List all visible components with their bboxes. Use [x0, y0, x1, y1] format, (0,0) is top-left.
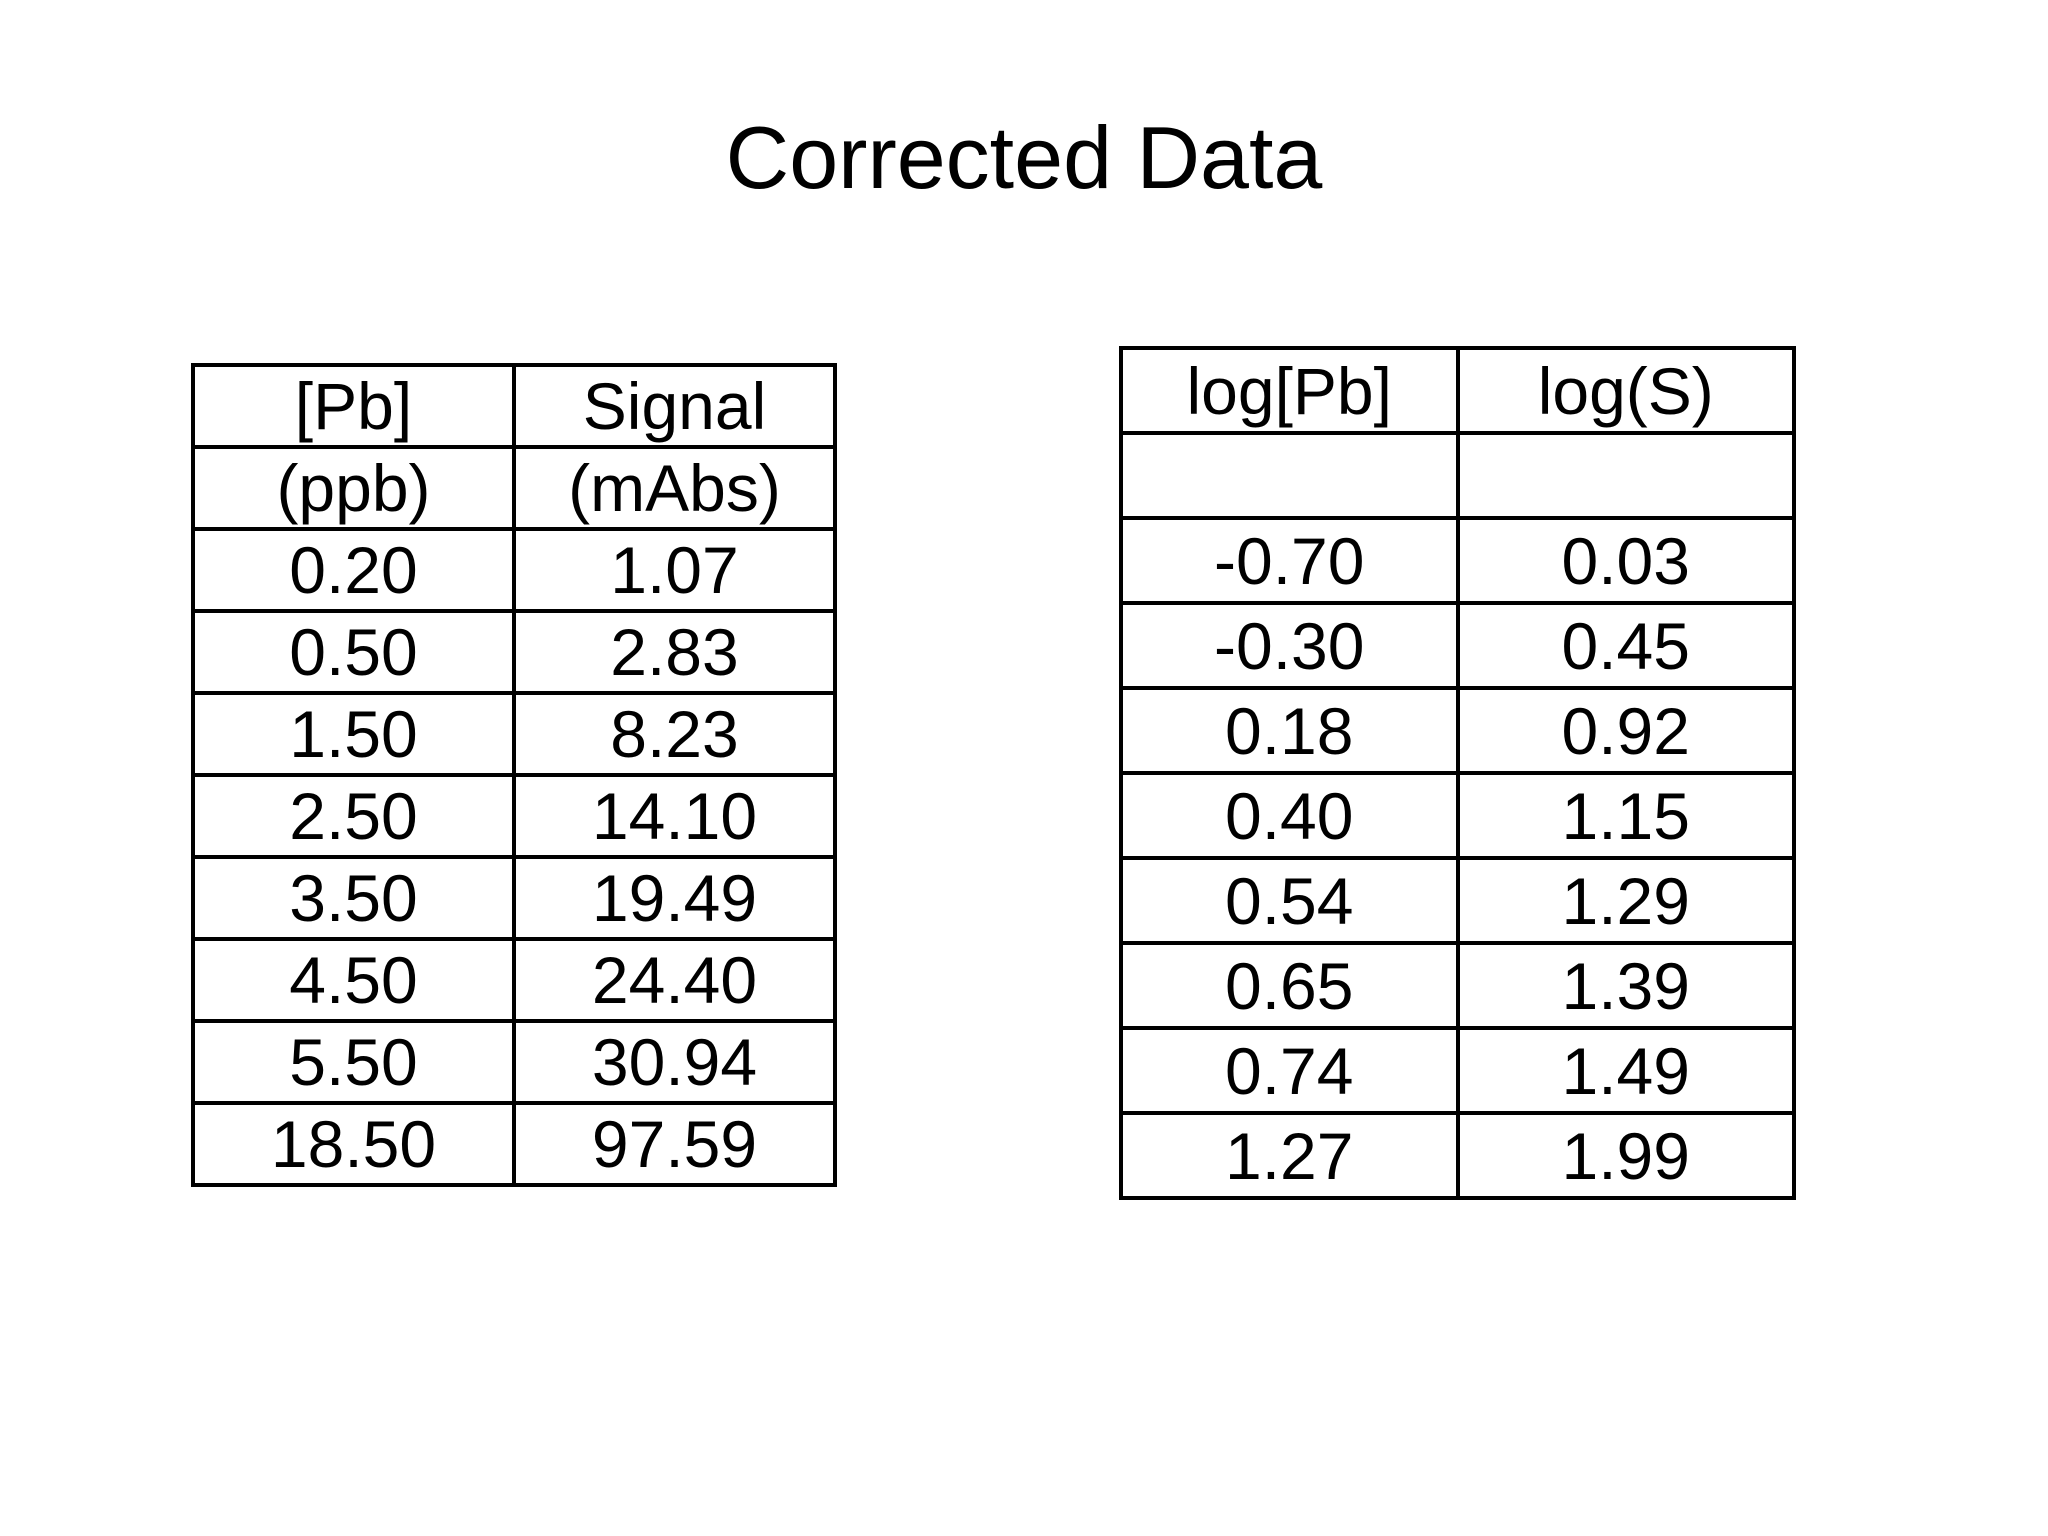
table-cell: 1.07 — [512, 527, 837, 613]
table-row: 3.50 19.49 — [191, 855, 837, 941]
table-row: 0.40 1.15 — [1119, 771, 1796, 860]
table-row: 5.50 30.94 — [191, 1019, 837, 1105]
table-cell: 0.45 — [1455, 601, 1796, 690]
page-title: Corrected Data — [725, 108, 1323, 207]
table-row: 2.50 14.10 — [191, 773, 837, 859]
table-cell: -0.70 — [1119, 516, 1460, 605]
table-cell: 0.03 — [1455, 516, 1796, 605]
header-cell: [Pb] — [191, 363, 516, 449]
log-table: log[Pb] log(S) -0.70 0.03 -0.30 0.45 0.1… — [1119, 346, 1796, 1200]
table-cell: 0.54 — [1119, 856, 1460, 945]
header-cell: log(S) — [1455, 346, 1796, 435]
table-cell: 1.29 — [1455, 856, 1796, 945]
table-cell: 0.20 — [191, 527, 516, 613]
header-cell-empty — [1455, 431, 1796, 520]
table-row: 0.65 1.39 — [1119, 941, 1796, 1030]
table-cell: 0.18 — [1119, 686, 1460, 775]
table-cell: 0.40 — [1119, 771, 1460, 860]
concentration-signal-table: [Pb] Signal (ppb) (mAbs) 0.20 1.07 0.50 … — [191, 363, 837, 1187]
header-cell: (mAbs) — [512, 445, 837, 531]
table-header-row: log[Pb] log(S) — [1119, 346, 1796, 435]
table-row: 0.50 2.83 — [191, 609, 837, 695]
table-cell: 0.65 — [1119, 941, 1460, 1030]
table-row: 0.20 1.07 — [191, 527, 837, 613]
table-cell: 1.39 — [1455, 941, 1796, 1030]
header-cell: (ppb) — [191, 445, 516, 531]
table-cell: 1.15 — [1455, 771, 1796, 860]
table-cell: 0.92 — [1455, 686, 1796, 775]
table-header-row: [Pb] Signal — [191, 363, 837, 449]
header-cell: log[Pb] — [1119, 346, 1460, 435]
table-header-row — [1119, 431, 1796, 520]
header-cell-empty — [1119, 431, 1460, 520]
table-cell: 1.27 — [1119, 1111, 1460, 1200]
table-cell: 30.94 — [512, 1019, 837, 1105]
table-cell: 1.49 — [1455, 1026, 1796, 1115]
table-cell: 3.50 — [191, 855, 516, 941]
header-cell: Signal — [512, 363, 837, 449]
table-cell: 1.50 — [191, 691, 516, 777]
table-cell: 19.49 — [512, 855, 837, 941]
table-row: -0.30 0.45 — [1119, 601, 1796, 690]
table-row: -0.70 0.03 — [1119, 516, 1796, 605]
table-row: 0.18 0.92 — [1119, 686, 1796, 775]
table-cell: 97.59 — [512, 1101, 837, 1187]
table-cell: 8.23 — [512, 691, 837, 777]
table-cell: 0.50 — [191, 609, 516, 695]
table-cell: 1.99 — [1455, 1111, 1796, 1200]
table-cell: 18.50 — [191, 1101, 516, 1187]
table-row: 4.50 24.40 — [191, 937, 837, 1023]
table-cell: -0.30 — [1119, 601, 1460, 690]
table-header-row: (ppb) (mAbs) — [191, 445, 837, 531]
table-cell: 24.40 — [512, 937, 837, 1023]
table-row: 0.54 1.29 — [1119, 856, 1796, 945]
table-row: 1.50 8.23 — [191, 691, 837, 777]
table-cell: 5.50 — [191, 1019, 516, 1105]
table-cell: 0.74 — [1119, 1026, 1460, 1115]
table-row: 0.74 1.49 — [1119, 1026, 1796, 1115]
table-cell: 2.50 — [191, 773, 516, 859]
table-cell: 2.83 — [512, 609, 837, 695]
table-row: 1.27 1.99 — [1119, 1111, 1796, 1200]
table-row: 18.50 97.59 — [191, 1101, 837, 1187]
table-cell: 14.10 — [512, 773, 837, 859]
table-cell: 4.50 — [191, 937, 516, 1023]
